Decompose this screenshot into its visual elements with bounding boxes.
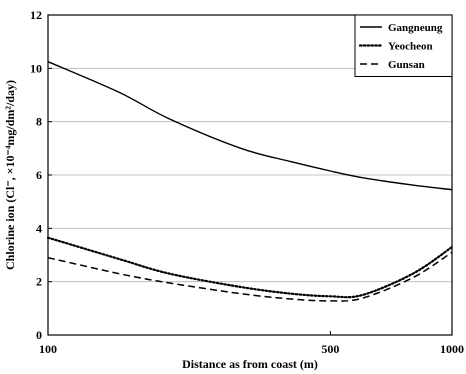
y-tick-label: 2 bbox=[36, 275, 42, 289]
series-line-gangneung bbox=[47, 61, 453, 191]
x-axis-ticks: 100 500 1000 bbox=[39, 331, 464, 356]
y-axis-ticks: 0 2 4 6 8 10 12 bbox=[30, 8, 52, 342]
series-lines bbox=[46, 61, 454, 302]
legend-label-gangneung: Gangneung bbox=[388, 22, 443, 34]
legend-label-yeocheon: Yeocheon bbox=[388, 41, 433, 53]
x-tick-label: 1000 bbox=[440, 342, 464, 356]
series-line-yeocheon bbox=[46, 236, 454, 299]
series-line-gunsan bbox=[47, 251, 453, 302]
legend: Gangneung Yeocheon Gunsan bbox=[354, 14, 453, 77]
y-axis-title: Chlorine ion (Cl⁻, ×10⁻⁴mg/dm²/day) bbox=[3, 80, 17, 270]
x-tick-label: 500 bbox=[321, 342, 339, 356]
y-tick-label: 12 bbox=[30, 8, 42, 22]
legend-label-gunsan: Gunsan bbox=[388, 59, 425, 71]
y-tick-label: 4 bbox=[36, 221, 42, 235]
x-axis-title: Distance as from coast (m) bbox=[182, 357, 318, 371]
y-tick-label: 6 bbox=[36, 168, 42, 182]
gridlines bbox=[48, 67, 452, 283]
y-tick-label: 8 bbox=[36, 115, 42, 129]
y-tick-label: 10 bbox=[30, 61, 42, 75]
y-tick-label: 0 bbox=[36, 328, 42, 342]
x-tick-label: 100 bbox=[39, 342, 57, 356]
